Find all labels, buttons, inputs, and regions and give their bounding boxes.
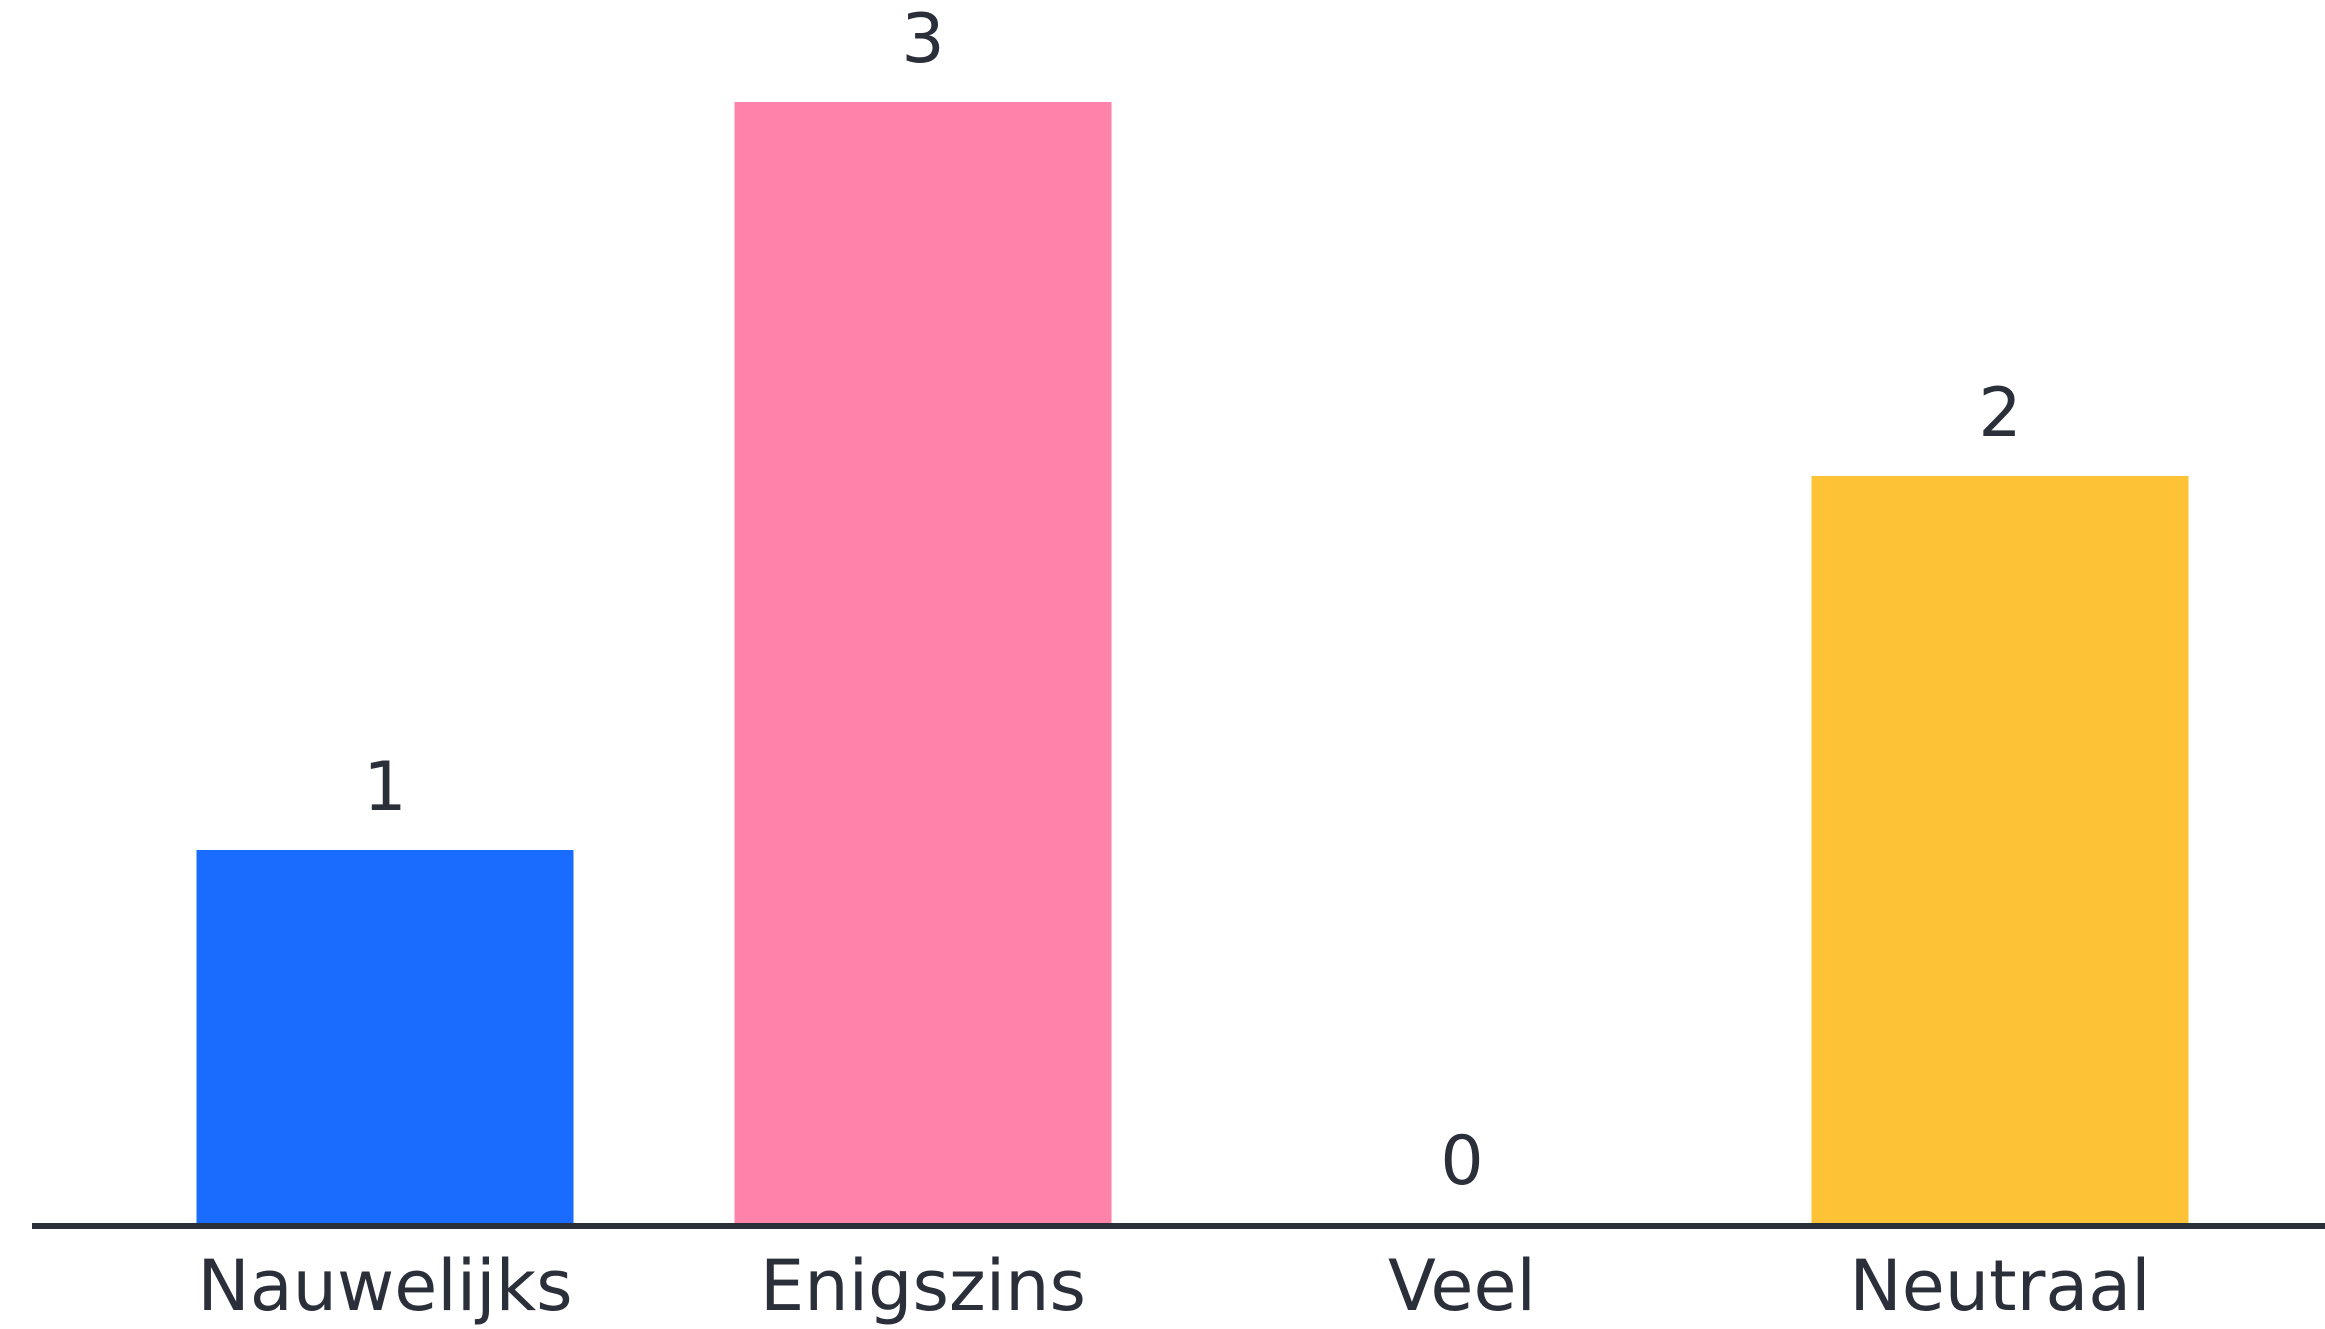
bar-value-label-neutraal: 2 xyxy=(1978,374,2021,453)
bar-value-label-nauwelijks: 1 xyxy=(363,748,406,827)
category-label-enigszins: Enigszins xyxy=(760,1245,1086,1327)
bar-nauwelijks xyxy=(196,850,574,1224)
category-labels-layer: Nauwelijks Enigszins Veel Neutraal xyxy=(197,1245,2150,1327)
bar-enigszins xyxy=(734,102,1112,1224)
bar-value-label-enigszins: 3 xyxy=(901,0,944,79)
category-label-veel: Veel xyxy=(1388,1245,1536,1327)
bar-value-label-veel: 0 xyxy=(1440,1122,1483,1201)
category-label-neutraal: Neutraal xyxy=(1849,1245,2150,1327)
bars-layer xyxy=(196,102,2189,1224)
value-labels-layer: 1 3 0 2 xyxy=(363,0,2021,1201)
bar-neutraal xyxy=(1811,476,2189,1224)
category-label-nauwelijks: Nauwelijks xyxy=(197,1245,572,1327)
